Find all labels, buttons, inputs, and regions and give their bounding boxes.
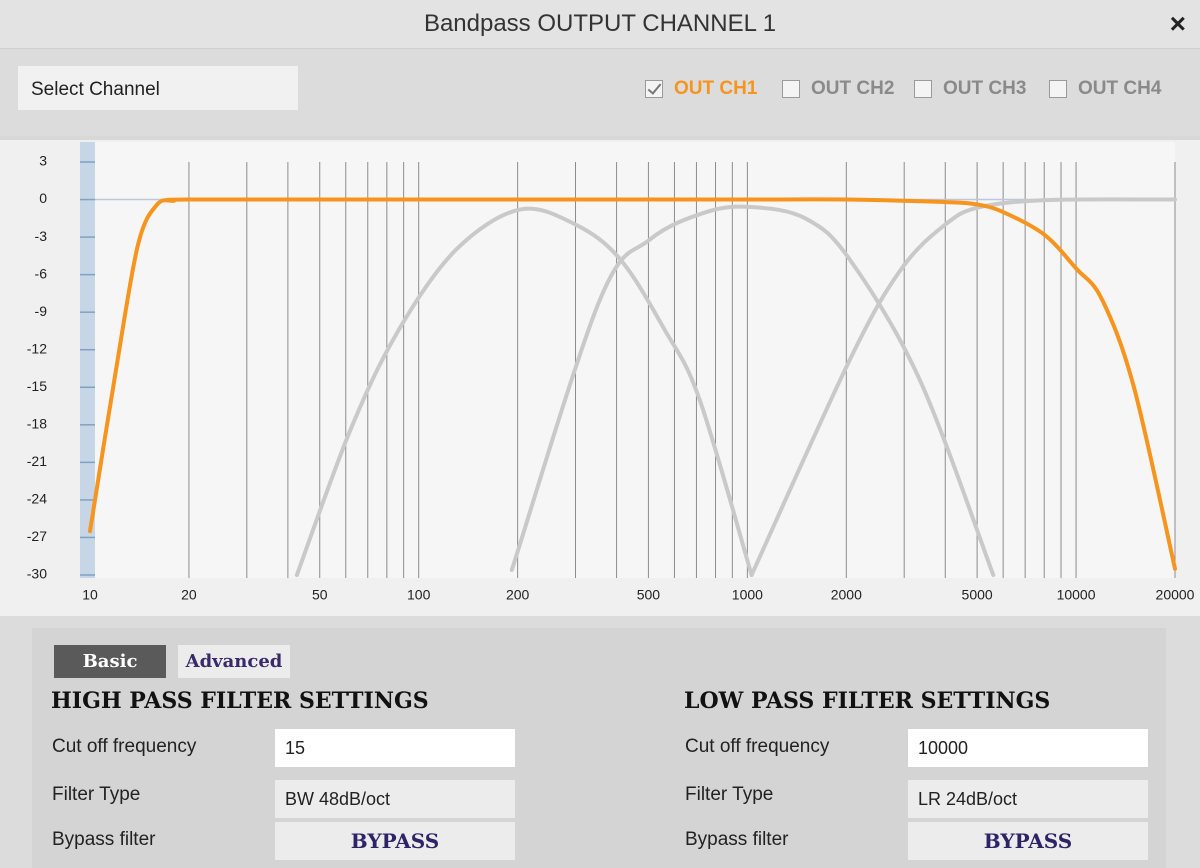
channel-checkbox[interactable]: OUT CH4 bbox=[1049, 76, 1161, 102]
axis-labels: 3 0 -3 -6 -9 -12 -15 -18 -21 -24 -27 -30 10 20 50 100 20… bbox=[27, 153, 1195, 603]
x-tick-label: 100 bbox=[407, 587, 431, 603]
x-tick-label: 10000 bbox=[1057, 587, 1096, 603]
curves bbox=[88, 197, 1177, 577]
button[interactable]: BYPASS bbox=[275, 822, 515, 860]
select[interactable]: BW 48dB/oct bbox=[275, 780, 515, 818]
tab[interactable]: Advanced bbox=[178, 645, 290, 678]
y-tick-label: -27 bbox=[27, 528, 47, 544]
checkbox[interactable] bbox=[782, 80, 800, 98]
x-tick-label: 20 bbox=[181, 587, 197, 603]
y-tick-label: -24 bbox=[27, 491, 47, 507]
window-title: Bandpass OUTPUT CHANNEL 1 bbox=[423, 10, 777, 37]
field-label: Filter Type bbox=[52, 784, 141, 805]
close-button[interactable]: × bbox=[1169, 8, 1186, 39]
channel-checkbox[interactable]: OUT CH3 bbox=[914, 76, 1026, 102]
select[interactable]: LR 24dB/oct bbox=[908, 780, 1148, 818]
checkbox[interactable] bbox=[914, 80, 932, 98]
tab[interactable]: Basic bbox=[54, 645, 166, 678]
y-tick-label: 0 bbox=[39, 190, 47, 206]
field-label: Filter Type bbox=[685, 784, 774, 805]
chart-shadow bbox=[0, 136, 1200, 140]
y-tick-label: -6 bbox=[35, 265, 48, 281]
channel-label: OUT CH4 bbox=[1078, 78, 1162, 99]
x-tick-label: 2000 bbox=[831, 587, 862, 603]
y-tick-label: -15 bbox=[27, 378, 47, 394]
text-input[interactable]: 10000 bbox=[908, 729, 1148, 767]
checkbox[interactable] bbox=[645, 80, 663, 98]
field-label: Bypass filter bbox=[52, 829, 156, 850]
select-channel[interactable]: Select Channel bbox=[18, 66, 298, 110]
y-tick-label: -30 bbox=[27, 566, 47, 582]
y-tick-label: -18 bbox=[27, 416, 47, 432]
level-strip bbox=[80, 142, 95, 578]
x-tick-label: 20000 bbox=[1156, 587, 1195, 603]
checkbox[interactable] bbox=[1049, 80, 1067, 98]
section-title: LOW PASS FILTER SETTINGS bbox=[684, 688, 1051, 714]
x-tick-label: 50 bbox=[312, 587, 328, 603]
y-tick-label: -21 bbox=[27, 453, 47, 469]
channel-label: OUT CH3 bbox=[943, 78, 1027, 99]
text-input[interactable]: 15 bbox=[275, 729, 515, 767]
field-label: Bypass filter bbox=[685, 829, 789, 850]
x-tick-label: 10 bbox=[82, 587, 98, 603]
x-tick-label: 200 bbox=[506, 587, 530, 603]
x-tick-label: 1000 bbox=[732, 587, 763, 603]
x-tick-label: 5000 bbox=[962, 587, 993, 603]
channel-checkbox[interactable]: OUT CH2 bbox=[782, 76, 894, 102]
button[interactable]: BYPASS bbox=[908, 822, 1148, 860]
channel-label: OUT CH1 bbox=[674, 78, 758, 99]
field-label: Cut off frequency bbox=[685, 736, 830, 757]
response-curve bbox=[88, 197, 1177, 571]
channel-label: OUT CH2 bbox=[811, 78, 895, 99]
plot-area bbox=[90, 142, 1175, 578]
x-tick-label: 500 bbox=[637, 587, 661, 603]
y-tick-label: -12 bbox=[27, 340, 47, 356]
chart: 3 0 -3 -6 -9 -12 -15 -18 -21 -24 -27 -30 10 20 50 100 20… bbox=[0, 136, 1200, 616]
y-tick-label: -3 bbox=[35, 228, 48, 244]
response-curve bbox=[749, 197, 1177, 577]
section-title: HIGH PASS FILTER SETTINGS bbox=[51, 688, 429, 714]
response-curve bbox=[509, 204, 996, 577]
field-label: Cut off frequency bbox=[52, 736, 197, 757]
y-tick-label: 3 bbox=[39, 153, 47, 169]
y-tick-label: -9 bbox=[35, 303, 48, 319]
response-curve bbox=[294, 206, 754, 577]
title-bar bbox=[0, 0, 1200, 49]
channel-checkbox[interactable]: OUT CH1 bbox=[645, 76, 757, 102]
